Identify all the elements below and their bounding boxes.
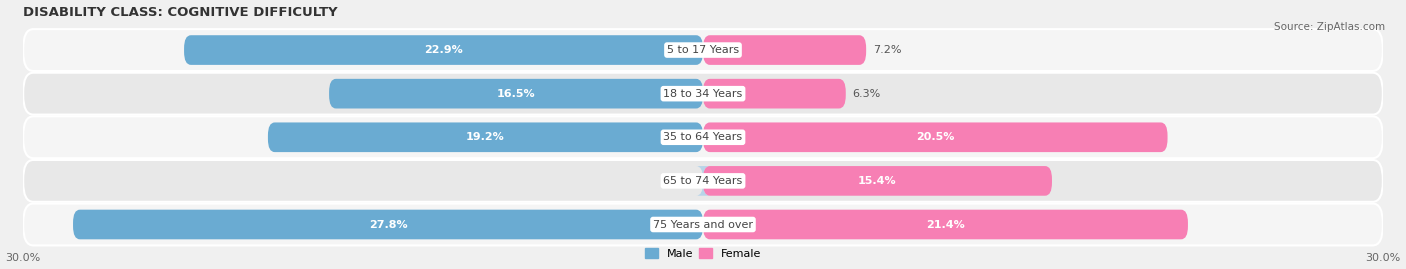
FancyBboxPatch shape (22, 116, 1384, 158)
Text: 16.5%: 16.5% (496, 89, 536, 99)
Text: 6.3%: 6.3% (852, 89, 880, 99)
Text: 65 to 74 Years: 65 to 74 Years (664, 176, 742, 186)
FancyBboxPatch shape (22, 204, 1384, 245)
Text: 20.5%: 20.5% (917, 132, 955, 142)
Text: 0.0%: 0.0% (665, 176, 695, 186)
FancyBboxPatch shape (269, 122, 703, 152)
Legend: Male, Female: Male, Female (640, 244, 766, 263)
FancyBboxPatch shape (22, 73, 1384, 115)
Text: 27.8%: 27.8% (368, 220, 408, 229)
FancyBboxPatch shape (184, 35, 703, 65)
Text: 22.9%: 22.9% (425, 45, 463, 55)
FancyBboxPatch shape (703, 79, 846, 108)
Text: 7.2%: 7.2% (873, 45, 901, 55)
FancyBboxPatch shape (22, 160, 1384, 202)
Text: 19.2%: 19.2% (465, 132, 505, 142)
Text: 35 to 64 Years: 35 to 64 Years (664, 132, 742, 142)
FancyBboxPatch shape (703, 166, 1052, 196)
FancyBboxPatch shape (22, 29, 1384, 71)
Text: 75 Years and over: 75 Years and over (652, 220, 754, 229)
FancyBboxPatch shape (73, 210, 703, 239)
FancyBboxPatch shape (696, 166, 710, 196)
Text: DISABILITY CLASS: COGNITIVE DIFFICULTY: DISABILITY CLASS: COGNITIVE DIFFICULTY (22, 6, 337, 19)
FancyBboxPatch shape (329, 79, 703, 108)
Text: 15.4%: 15.4% (858, 176, 897, 186)
Text: 5 to 17 Years: 5 to 17 Years (666, 45, 740, 55)
FancyBboxPatch shape (703, 210, 1188, 239)
FancyBboxPatch shape (703, 122, 1167, 152)
Text: Source: ZipAtlas.com: Source: ZipAtlas.com (1274, 22, 1385, 31)
Text: 21.4%: 21.4% (927, 220, 965, 229)
FancyBboxPatch shape (703, 35, 866, 65)
Text: 18 to 34 Years: 18 to 34 Years (664, 89, 742, 99)
